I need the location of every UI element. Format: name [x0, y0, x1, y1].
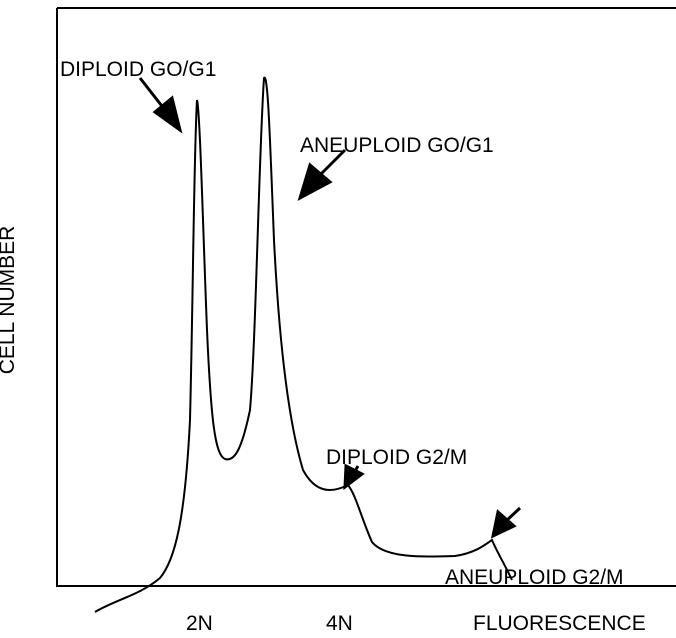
arrow [138, 77, 167, 111]
histogram-curve [94, 76, 513, 613]
arrowhead [152, 95, 183, 134]
annotation: ANEUPLOID GO/G1 [300, 134, 494, 157]
x-axis-label: FLUORESCENCE [473, 612, 646, 635]
arrowhead [343, 463, 365, 491]
arrowhead [490, 509, 517, 539]
arrows [138, 77, 522, 539]
annotation: ANEUPLOID G2/M [445, 566, 624, 589]
annotation: DIPLOID GO/G1 [60, 58, 216, 81]
arrowhead [297, 162, 333, 202]
arrow [318, 148, 347, 177]
frame [56, 7, 676, 587]
x-mark: 4N [326, 612, 353, 635]
y-axis-label: CELL NUMBER [0, 226, 19, 375]
x-mark: 2N [186, 612, 213, 635]
annotation: DIPLOID G2/M [326, 446, 467, 469]
